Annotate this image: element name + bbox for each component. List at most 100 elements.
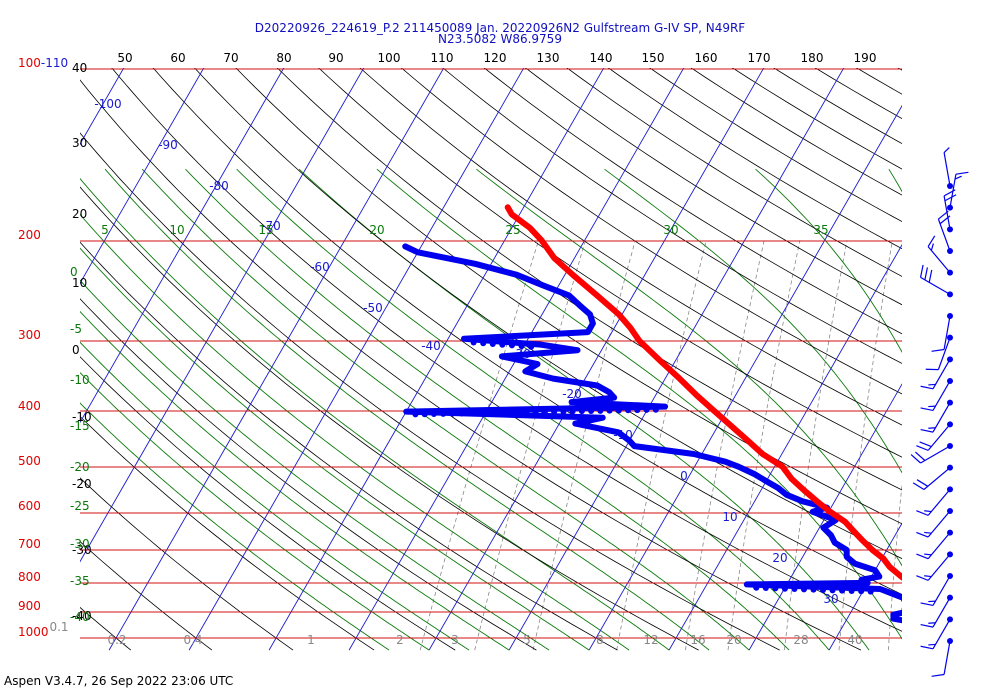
moist-adiabat-label-left: -15 (70, 419, 90, 433)
wind-barb (920, 399, 953, 433)
pressure-label: 200 (18, 228, 41, 242)
isotherm-line (80, 68, 365, 563)
dewpoint-point (486, 409, 493, 416)
dewpoint-point (867, 588, 874, 595)
mixing-ratio-line (784, 240, 848, 651)
pressure-label: 800 (18, 570, 41, 584)
mixing-ratio-label: 0.1 (49, 620, 68, 634)
isotherm-label: -90 (158, 138, 178, 152)
isotherm-line (909, 43, 1000, 650)
wind-barb (910, 443, 953, 464)
theta-tick-left: 40 (72, 61, 87, 75)
theta-tick-top: 170 (748, 51, 771, 65)
dewpoint-point (470, 339, 477, 346)
pressure-labels: 100-110 200 300 400 500 600 700 800 900 1000 (18, 56, 68, 639)
dewpoint-point (846, 583, 853, 590)
pressure-label: 1000 (18, 625, 49, 639)
mixing-ratio-label: 1 (307, 633, 315, 647)
dry-adiabat-line (80, 186, 699, 651)
footer-version-timestamp: Aspen V3.4.7, 26 Sep 2022 23:06 UTC (4, 674, 234, 688)
dewpoint-point (458, 410, 465, 417)
mixing-ratio-label: 8 (596, 633, 604, 647)
theta-tick-left: 10 (72, 276, 87, 290)
theta-tick-left: 20 (72, 207, 87, 221)
wind-barb (925, 334, 953, 371)
dewpoint-point (421, 411, 428, 418)
isotherm-line (668, 244, 902, 651)
dewpoint-point (762, 584, 769, 591)
temperature-trace (504, 204, 902, 581)
moist-adiabat-label-top: 20 (369, 223, 384, 237)
dry-adiabat-line (80, 477, 294, 651)
pressure-label: 300 (18, 328, 41, 342)
theta-tick-top: 190 (854, 51, 877, 65)
moist-adiabat-label-top: 5 (101, 223, 109, 237)
mixing-ratio-label: 0.2 (107, 633, 126, 647)
dry-adiabat-line (773, 68, 902, 145)
theta-tick-left: 30 (72, 136, 87, 150)
wind-barb-column (910, 147, 969, 677)
isotherm-line (80, 68, 205, 285)
dewpoint-line (402, 243, 902, 624)
isotherm-line (989, 43, 1000, 650)
theta-tick-left: -20 (72, 477, 92, 491)
dewpoint-point (836, 583, 843, 590)
isotherm-line (428, 68, 765, 651)
moist-adiabat-label-left: 0 (70, 265, 78, 279)
dewpoint-point (489, 340, 496, 347)
theta-tick-top: 130 (537, 51, 560, 65)
dewpoint-trace (402, 243, 902, 624)
dry-adiabat-line (566, 68, 902, 277)
dry-adiabat-line (483, 68, 902, 335)
theta-tick-left: 0 (72, 343, 80, 357)
theta-tick-top: 90 (328, 51, 343, 65)
dewpoint-point (551, 408, 558, 415)
isotherm-label: -100 (94, 97, 121, 111)
mixing-ratio-line (727, 240, 801, 651)
moist-adiabat-label-left: -20 (70, 460, 90, 474)
dewpoint-point (541, 408, 548, 415)
isotherm-label: 30 (823, 592, 838, 606)
mixing-ratio-line (953, 240, 986, 650)
dewpoint-point (606, 403, 613, 410)
dry-adiabat-line (847, 14, 1000, 650)
theta-tick-top: 160 (695, 51, 718, 65)
mixing-ratio-line (838, 240, 893, 651)
theta-tick-left: -30 (72, 543, 92, 557)
dewpoint-point (578, 408, 585, 415)
dewpoint-point (634, 405, 641, 412)
isotherm-line (588, 104, 902, 651)
pressure-label: 400 (18, 399, 41, 413)
moist-adiabat-line (476, 168, 902, 567)
dewpoint-point (588, 408, 595, 415)
mixing-ratio-label: 28 (793, 633, 808, 647)
theta-tick-top: 120 (484, 51, 507, 65)
dry-adiabat-line (80, 540, 213, 651)
wind-barb (912, 464, 953, 491)
wind-barb (931, 638, 953, 677)
dry-adiabat-line (525, 68, 902, 306)
dry-adiabat-line (607, 68, 902, 250)
dewpoint-point (430, 411, 437, 418)
dewpoint-point (523, 409, 530, 416)
wind-barb (916, 551, 953, 581)
dewpoint-point (839, 587, 846, 594)
dry-adiabat-line (442, 68, 902, 364)
theta-tick-top: 140 (590, 51, 613, 65)
isotherm-label: -40 (421, 339, 441, 353)
dewpoint-point (412, 411, 419, 418)
moist-adiabat-label-top: 25 (505, 223, 520, 237)
wind-barb (920, 616, 953, 650)
isotherm-line (108, 68, 445, 651)
isotherm-label: -20 (562, 387, 582, 401)
mixing-ratio-line (419, 240, 539, 651)
wind-barb (927, 235, 953, 276)
moist-adiabat-label-top: 10 (169, 223, 184, 237)
dewpoint-point (596, 403, 603, 410)
wind-barb (919, 264, 953, 298)
theta-tick-top: 150 (642, 51, 665, 65)
pressure-label: 100-110 (18, 56, 68, 70)
moist-adiabat-label-left: -35 (70, 574, 90, 588)
moist-adiabat-line (755, 168, 902, 353)
